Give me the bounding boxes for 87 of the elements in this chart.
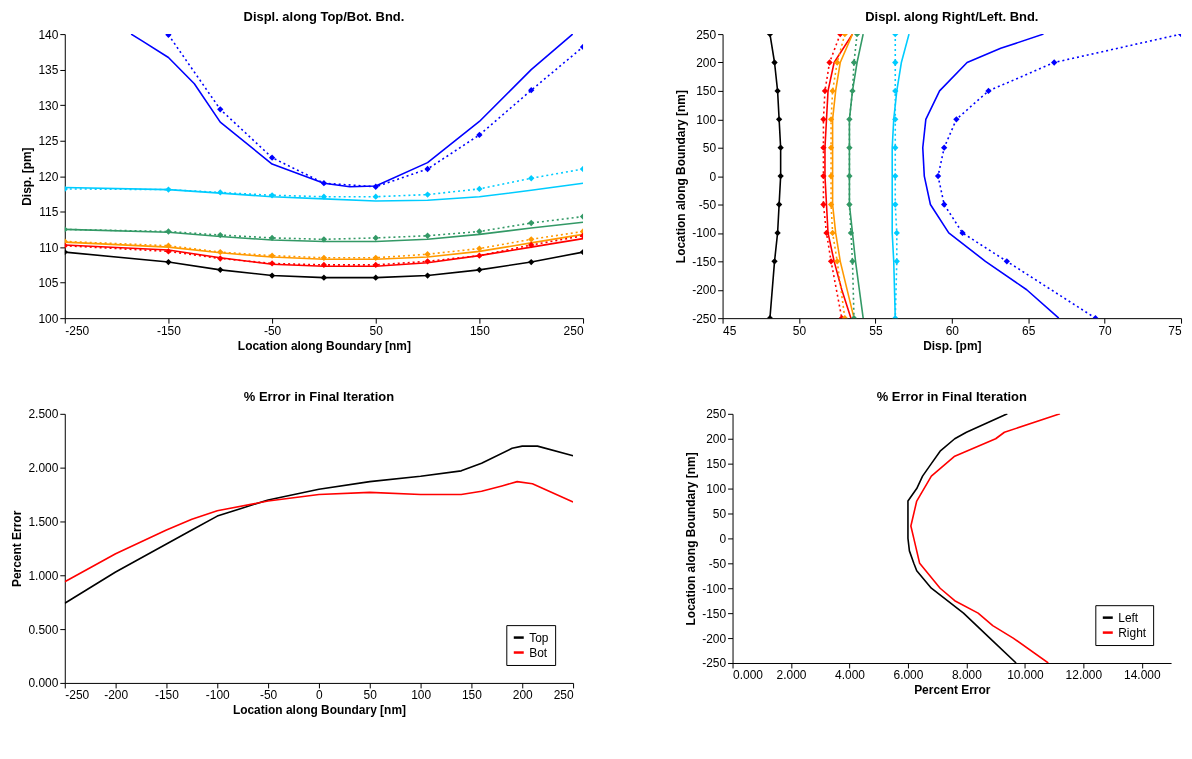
y-tick-label: 110 bbox=[39, 240, 59, 255]
x-tick-label: 75 bbox=[1168, 323, 1182, 338]
x-axis-title: Percent Error bbox=[914, 683, 991, 698]
y-tick-label: 0 bbox=[709, 169, 717, 184]
y-tick-label: -50 bbox=[698, 198, 717, 213]
y-tick-label: 150 bbox=[696, 84, 717, 99]
x-tick-label: 200 bbox=[512, 688, 534, 703]
line-series bbox=[921, 34, 1060, 319]
x-tick-label: 2.000 bbox=[776, 668, 807, 683]
legend-label: Bot bbox=[529, 645, 548, 660]
x-tick-label: -50 bbox=[263, 323, 282, 338]
x-tick-label: 0 bbox=[316, 688, 324, 703]
y-tick-label: -150 bbox=[692, 254, 717, 269]
y-tick-label: -50 bbox=[708, 556, 727, 571]
chart-title: % Error in Final Iteration bbox=[876, 388, 1028, 404]
x-tick-label: 60 bbox=[945, 323, 960, 338]
y-tick-label: 1.500 bbox=[28, 514, 59, 529]
y-tick-label: 2.500 bbox=[28, 407, 59, 422]
y-tick-label: -100 bbox=[692, 226, 717, 241]
y-tick-label: 150 bbox=[706, 457, 727, 472]
y-axis-title: Disp. [pm] bbox=[20, 147, 35, 206]
y-tick-label: 250 bbox=[696, 27, 717, 42]
y-axis-title: Location along Boundary [nm] bbox=[684, 452, 699, 626]
y-tick-label: 100 bbox=[38, 311, 59, 326]
x-tick-label: 50 bbox=[369, 323, 384, 338]
legend-label: Left bbox=[1118, 610, 1139, 625]
y-tick-label: 100 bbox=[706, 482, 727, 497]
y-tick-label: 130 bbox=[38, 98, 59, 113]
legend-label: Right bbox=[1118, 625, 1147, 640]
chart-title: Displ. along Right/Left. Bnd. bbox=[865, 9, 1039, 25]
x-tick-label: 12.000 bbox=[1065, 668, 1103, 683]
y-tick-label: 125 bbox=[38, 134, 59, 149]
x-tick-label: 10.000 bbox=[1007, 668, 1045, 683]
x-tick-label: 45 bbox=[723, 323, 737, 338]
chart-title: Displ. along Top/Bot. Bnd. bbox=[243, 9, 405, 25]
x-axis-title: Location along Boundary [nm] bbox=[232, 703, 406, 718]
x-tick-label: 70 bbox=[1098, 323, 1113, 338]
x-tick-label: 8.000 bbox=[951, 668, 983, 683]
x-tick-label: 0.000 bbox=[733, 668, 764, 683]
y-tick-label: 0 bbox=[719, 531, 727, 546]
y-tick-label: 0.500 bbox=[28, 622, 59, 637]
y-tick-label: -200 bbox=[692, 283, 717, 298]
y-tick-label: -200 bbox=[702, 631, 727, 646]
y-axis-title: Location along Boundary [nm] bbox=[674, 90, 689, 264]
y-tick-label: 105 bbox=[38, 276, 59, 291]
legend-label: Top bbox=[529, 630, 549, 645]
x-tick-label: 150 bbox=[461, 688, 483, 703]
y-tick-label: 135 bbox=[38, 63, 59, 78]
y-tick-label: 115 bbox=[39, 205, 59, 220]
x-tick-label: -200 bbox=[104, 688, 129, 703]
x-tick-label: -150 bbox=[154, 688, 180, 703]
y-tick-label: 2.000 bbox=[28, 461, 59, 476]
x-tick-label: 150 bbox=[469, 323, 491, 338]
x-tick-label: 65 bbox=[1022, 323, 1036, 338]
y-tick-label: 120 bbox=[38, 169, 59, 184]
y-tick-label: -250 bbox=[702, 656, 727, 671]
x-tick-label: 100 bbox=[411, 688, 432, 703]
x-axis-title: Disp. [pm] bbox=[923, 338, 982, 353]
x-tick-label: 55 bbox=[869, 323, 883, 338]
x-tick-label: 250 bbox=[563, 323, 584, 338]
y-tick-label: 50 bbox=[702, 141, 717, 156]
y-tick-label: -250 bbox=[692, 311, 717, 326]
y-tick-label: 140 bbox=[38, 27, 59, 42]
x-tick-label: 50 bbox=[792, 323, 807, 338]
line-series bbox=[64, 480, 574, 583]
x-tick-label: 50 bbox=[363, 688, 378, 703]
y-tick-label: 200 bbox=[706, 432, 727, 447]
y-tick-label: -150 bbox=[702, 606, 727, 621]
y-tick-label: 200 bbox=[696, 55, 717, 70]
x-tick-label: -250 bbox=[65, 688, 90, 703]
y-tick-label: 1.000 bbox=[28, 568, 59, 583]
line-series bbox=[910, 413, 1061, 663]
x-tick-label: 14.000 bbox=[1124, 668, 1161, 683]
x-tick-label: 250 bbox=[553, 688, 574, 703]
x-axis-title: Location along Boundary [nm] bbox=[237, 338, 411, 353]
y-tick-label: 50 bbox=[712, 506, 727, 521]
x-tick-label: -100 bbox=[205, 688, 231, 703]
chart-title: % Error in Final Iteration bbox=[243, 388, 395, 404]
y-tick-label: -100 bbox=[702, 581, 727, 596]
x-tick-label: 6.000 bbox=[893, 668, 924, 683]
y-tick-label: 250 bbox=[706, 407, 727, 422]
x-tick-label: -250 bbox=[65, 323, 90, 338]
x-tick-label: 4.000 bbox=[835, 668, 866, 683]
y-axis-title: Percent Error bbox=[10, 510, 25, 588]
x-tick-label: -50 bbox=[259, 688, 278, 703]
x-tick-label: -150 bbox=[156, 323, 182, 338]
y-tick-label: 100 bbox=[696, 112, 717, 127]
